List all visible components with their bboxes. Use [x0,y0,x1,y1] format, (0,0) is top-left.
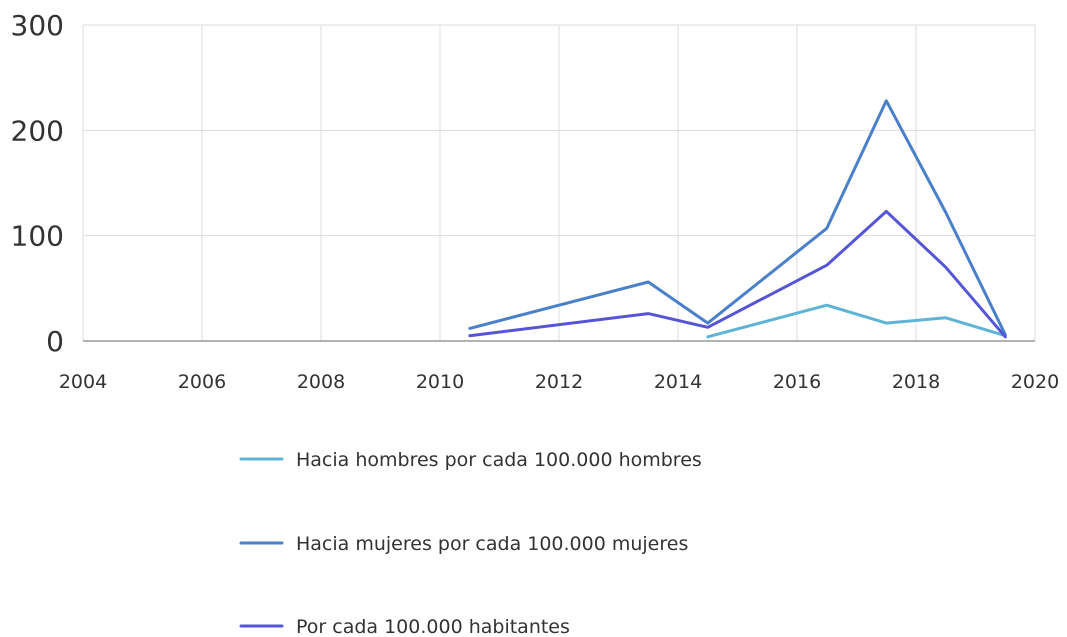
y-tick-label: 100 [11,220,64,253]
x-tick-label: 2020 [1011,371,1059,393]
y-tick-label: 300 [11,9,64,42]
series-line-3 [468,209,1007,339]
series-line-2 [468,99,1007,337]
y-tick-label: 0 [46,325,64,358]
axes: 2004 2006 2008 2010 2012 2014 2016 2018 2020 0 100… [11,9,1060,393]
legend: Hacia hombres por cada 100.000 hombres Ha… [239,449,702,637]
x-tick-label: 2008 [297,371,345,393]
x-tick-label: 2012 [535,371,583,393]
x-tick-label: 2010 [416,371,464,393]
series-line-1 [706,303,1007,339]
x-tick-label: 2018 [892,371,940,393]
x-tick-label: 2014 [654,371,702,393]
legend-label-2: Hacia mujeres por cada 100.000 mujeres [296,533,688,555]
x-tick-label: 2016 [773,371,821,393]
series-lines [468,99,1007,339]
x-tick-label: 2006 [178,371,226,393]
y-tick-label: 200 [11,114,64,147]
legend-label-3: Por cada 100.000 habitantes [296,616,570,637]
grid [82,24,1036,342]
x-tick-label: 2004 [59,371,107,393]
legend-label-1: Hacia hombres por cada 100.000 hombres [296,449,702,471]
